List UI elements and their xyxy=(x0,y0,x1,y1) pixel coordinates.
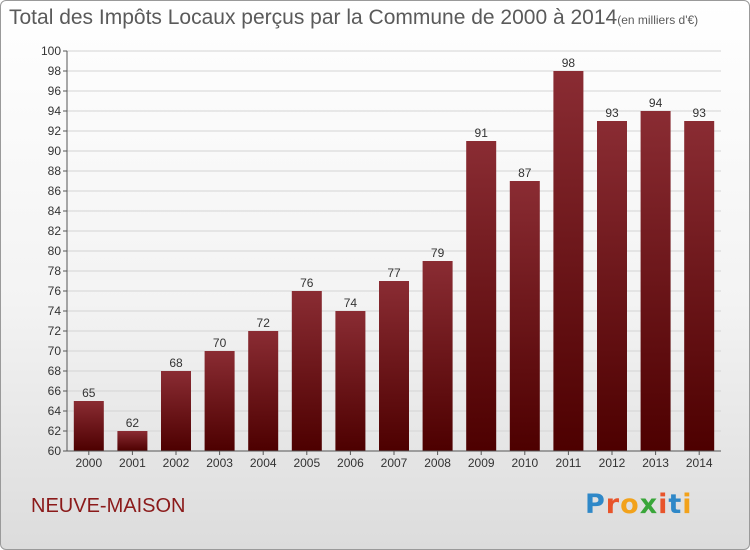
bar-value-label: 62 xyxy=(126,416,140,430)
x-tick-label: 2000 xyxy=(75,456,102,470)
proxiti-logo: Proxiti xyxy=(585,489,693,520)
x-tick-label: 2001 xyxy=(119,456,146,470)
y-tick-label: 86 xyxy=(48,184,62,198)
x-tick-label: 2014 xyxy=(686,456,713,470)
y-tick-label: 66 xyxy=(48,384,62,398)
bar-value-label: 87 xyxy=(518,166,532,180)
bar xyxy=(161,371,191,451)
x-tick-label: 2008 xyxy=(424,456,451,470)
x-tick-label: 2013 xyxy=(642,456,669,470)
logo-letter: t xyxy=(668,489,683,520)
commune-name: NEUVE-MAISON xyxy=(31,495,186,517)
bar xyxy=(466,141,497,451)
chart-title-text: Total des Impôts Locaux perçus par la Co… xyxy=(9,6,618,29)
y-axis-ticks: 60 62 64 66 68 70 72 74 76 78 80 82 84 86 88 90 92 94 96 98… xyxy=(41,44,67,458)
x-tick-label: 2002 xyxy=(163,456,190,470)
y-tick-label: 60 xyxy=(48,444,62,458)
x-tick-label: 2011 xyxy=(555,456,581,470)
y-tick-label: 82 xyxy=(48,224,62,238)
logo-letter: i xyxy=(658,489,669,520)
logo-letter: r xyxy=(605,489,621,520)
x-tick-label: 2010 xyxy=(511,456,538,470)
x-tick-label: 2003 xyxy=(206,456,233,470)
bar xyxy=(640,111,671,451)
logo-letter: x xyxy=(639,489,659,520)
y-tick-label: 84 xyxy=(48,204,62,218)
y-tick-label: 96 xyxy=(48,84,62,98)
bar-value-label: 79 xyxy=(431,246,445,260)
bar-value-label: 77 xyxy=(387,266,401,280)
bar xyxy=(117,431,148,451)
y-tick-label: 78 xyxy=(48,264,62,278)
y-tick-label: 70 xyxy=(48,344,62,358)
bar xyxy=(335,311,366,451)
bar-value-label: 74 xyxy=(344,296,358,310)
y-tick-label: 72 xyxy=(48,324,62,338)
y-tick-label: 90 xyxy=(48,144,62,158)
bar-value-label: 65 xyxy=(82,386,96,400)
x-tick-label: 2007 xyxy=(381,456,408,470)
bar-value-label: 72 xyxy=(257,316,271,330)
bar-value-label: 93 xyxy=(693,106,707,120)
y-tick-label: 98 xyxy=(48,64,62,78)
y-tick-label: 80 xyxy=(48,244,62,258)
x-tick-label: 2012 xyxy=(599,456,626,470)
y-tick-label: 74 xyxy=(48,304,62,318)
bar xyxy=(422,261,453,451)
bars xyxy=(73,71,715,451)
chart-subtitle: (en milliers d'€) xyxy=(617,13,699,27)
x-tick-label: 2005 xyxy=(293,456,320,470)
bar xyxy=(509,181,540,451)
y-tick-label: 62 xyxy=(48,424,62,438)
y-tick-label: 76 xyxy=(48,284,62,298)
x-axis-ticks: 2000 2001 2002 2003 2004 2005 2006 2007 2008 2009… xyxy=(75,451,713,470)
bar-value-label: 76 xyxy=(300,276,314,290)
chart-title: Total des Impôts Locaux perçus par la Co… xyxy=(9,6,698,30)
bar xyxy=(684,121,715,451)
y-tick-label: 100 xyxy=(41,44,61,58)
bar xyxy=(248,331,279,451)
y-tick-label: 88 xyxy=(48,164,62,178)
value-labels: 65 62 68 70 72 76 74 77 79 91 87 98 93 94 93 xyxy=(82,56,706,430)
bar-value-label: 91 xyxy=(475,126,489,140)
y-tick-label: 92 xyxy=(48,124,62,138)
bar-value-label: 68 xyxy=(169,356,183,370)
bar xyxy=(73,401,104,451)
x-tick-label: 2006 xyxy=(337,456,364,470)
logo-letter: P xyxy=(585,489,606,520)
x-tick-label: 2004 xyxy=(250,456,277,470)
bar xyxy=(553,71,584,451)
bar-value-label: 70 xyxy=(213,336,227,350)
bar xyxy=(379,281,409,451)
x-tick-label: 2009 xyxy=(468,456,495,470)
y-tick-label: 68 xyxy=(48,364,62,378)
y-tick-label: 64 xyxy=(48,404,62,418)
y-tick-label: 94 xyxy=(48,104,62,118)
bar xyxy=(204,351,235,451)
bar-value-label: 98 xyxy=(562,56,576,70)
logo-letter: o xyxy=(620,489,640,520)
logo-letter: i xyxy=(682,489,693,520)
bar xyxy=(597,121,627,451)
bar-value-label: 93 xyxy=(605,106,619,120)
bar-value-label: 94 xyxy=(649,96,663,110)
bar xyxy=(291,291,322,451)
